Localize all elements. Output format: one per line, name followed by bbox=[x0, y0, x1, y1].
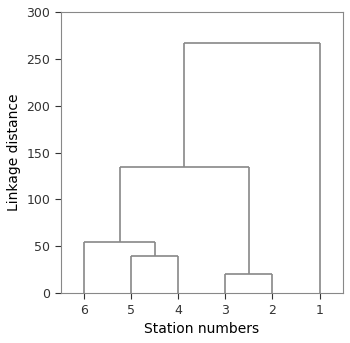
Y-axis label: Linkage distance: Linkage distance bbox=[7, 94, 21, 211]
X-axis label: Station numbers: Station numbers bbox=[144, 322, 259, 336]
